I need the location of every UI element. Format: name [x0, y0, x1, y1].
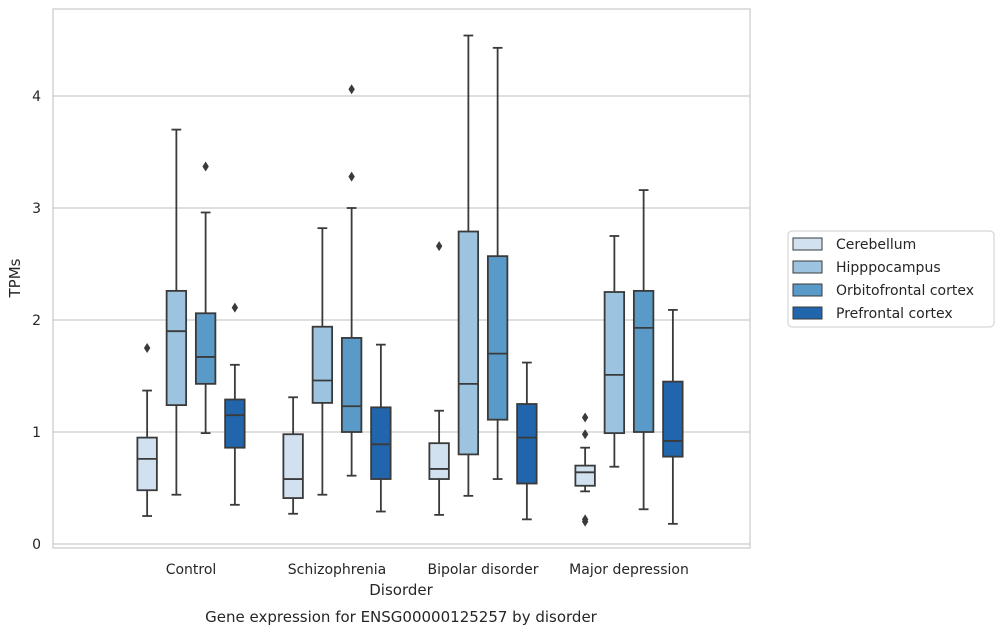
outlier-point — [348, 171, 355, 182]
legend-label: Cerebellum — [836, 237, 916, 253]
y-tick-label: 4 — [32, 89, 41, 105]
box-hipppocampus — [457, 34, 480, 497]
x-axis-ticks: Control Schizophrenia Bipolar disorder Majo… — [166, 562, 689, 578]
box-iqr — [340, 337, 363, 433]
y-axis-title: TPMs — [6, 258, 24, 298]
legend-label: Prefrontal cortex — [836, 306, 953, 322]
box-iqr — [516, 403, 538, 485]
chart-caption: Gene expression for ENSG00000125257 by d… — [205, 608, 598, 626]
box-iqr — [224, 398, 246, 449]
legend-swatch — [792, 260, 823, 274]
box-cerebellum — [574, 412, 596, 527]
plot-area-frame — [52, 8, 751, 549]
box-iqr — [428, 442, 450, 480]
box-cerebellum — [428, 241, 450, 516]
y-tick-label: 3 — [32, 201, 41, 217]
box-orbitofrontal-cortex — [194, 161, 217, 435]
legend-frame — [787, 230, 995, 328]
box-prefrontal-cortex — [224, 302, 246, 506]
outlier-point — [581, 514, 589, 525]
box-prefrontal-cortex — [662, 309, 684, 525]
box-hipppocampus — [311, 227, 334, 496]
outlier-point — [435, 241, 443, 252]
outlier-point — [348, 84, 355, 95]
box-iqr — [603, 291, 626, 435]
box-groups — [136, 34, 684, 527]
outlier-point — [581, 429, 589, 440]
y-axis-ticks: 0 1 2 3 4 — [32, 89, 41, 553]
box-prefrontal-cortex — [516, 361, 538, 521]
box-cerebellum — [136, 343, 158, 517]
x-axis-title: Disorder — [369, 581, 433, 599]
legend-swatch — [792, 237, 823, 251]
y-tick-label: 0 — [32, 537, 41, 553]
y-tick-label: 1 — [32, 425, 41, 441]
box-hipppocampus — [165, 128, 188, 496]
legend-swatch — [792, 306, 823, 320]
box-iqr — [662, 380, 684, 458]
x-tick-label: Bipolar disorder — [427, 562, 538, 578]
box-iqr — [165, 289, 188, 407]
box-iqr — [457, 230, 480, 456]
box-cerebellum — [282, 396, 304, 515]
legend: Cerebellum Hipppocampus Orbitofrontal cort… — [787, 230, 995, 328]
box-hipppocampus — [603, 235, 626, 468]
outlier-point — [202, 161, 209, 172]
box-iqr — [311, 325, 334, 404]
box-iqr — [370, 406, 392, 480]
outlier-point — [231, 302, 239, 313]
legend-label: Hipppocampus — [836, 260, 941, 276]
x-tick-label: Major depression — [569, 562, 689, 578]
legend-label: Orbitofrontal cortex — [836, 283, 974, 299]
box-orbitofrontal-cortex — [340, 84, 363, 477]
box-orbitofrontal-cortex — [486, 46, 509, 480]
box-orbitofrontal-cortex — [632, 189, 655, 511]
box-iqr — [486, 255, 509, 421]
box-prefrontal-cortex — [370, 343, 392, 513]
box-iqr — [282, 433, 304, 499]
box-iqr — [194, 312, 217, 385]
outlier-point — [581, 412, 589, 423]
outlier-point — [143, 343, 151, 353]
box-iqr — [574, 464, 596, 487]
box-iqr — [632, 289, 655, 433]
x-tick-label: Schizophrenia — [288, 562, 386, 578]
y-tick-label: 2 — [32, 313, 41, 329]
x-tick-label: Control — [166, 562, 217, 578]
box-iqr — [136, 436, 158, 492]
legend-swatch — [792, 283, 823, 297]
